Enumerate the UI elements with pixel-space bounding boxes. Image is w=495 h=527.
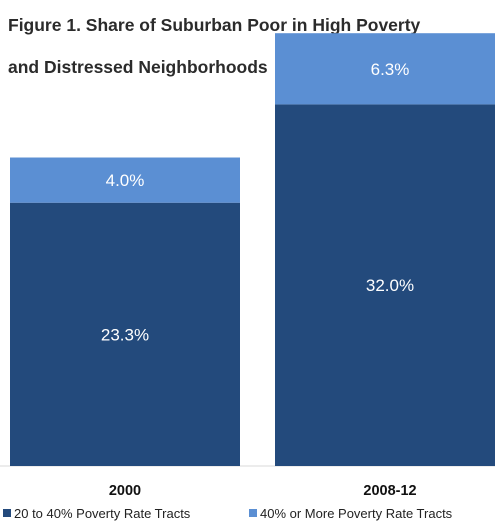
legend: 20 to 40% Poverty Rate Tracts 40% or More… bbox=[3, 506, 453, 521]
data-label-2000-series-1: 23.3% bbox=[101, 325, 149, 344]
bar-segment-2008-12-series-2 bbox=[275, 33, 495, 105]
category-label-2008-12: 2008-12 bbox=[363, 483, 416, 499]
chart-title-line-1: Figure 1. Share of Suburban Poor in High… bbox=[8, 15, 421, 35]
data-label-2008-12-series-1: 32.0% bbox=[366, 276, 414, 295]
category-label-2000: 2000 bbox=[109, 483, 141, 499]
data-label-2008-12-series-2: 6.3% bbox=[371, 60, 410, 79]
legend-label-2: 40% or More Poverty Rate Tracts bbox=[260, 506, 453, 521]
chart-title: Figure 1. Share of Suburban Poor in High… bbox=[8, 4, 493, 88]
bar-segment-2000-series-2 bbox=[10, 157, 240, 203]
bars-group: 23.3% 4.0% 32.0% 6.3% bbox=[10, 33, 495, 467]
category-labels: 2000 2008-12 bbox=[109, 483, 417, 499]
data-label-2000-series-2: 4.0% bbox=[106, 171, 145, 190]
bar-segment-2008-12-series-1 bbox=[275, 104, 495, 467]
chart-title-line-2: and Distressed Neighborhoods bbox=[8, 57, 268, 77]
bar-segment-2000-series-1 bbox=[10, 202, 240, 466]
legend-swatch-2 bbox=[249, 509, 257, 517]
legend-swatch-1 bbox=[3, 509, 11, 517]
legend-label-1: 20 to 40% Poverty Rate Tracts bbox=[14, 506, 191, 521]
